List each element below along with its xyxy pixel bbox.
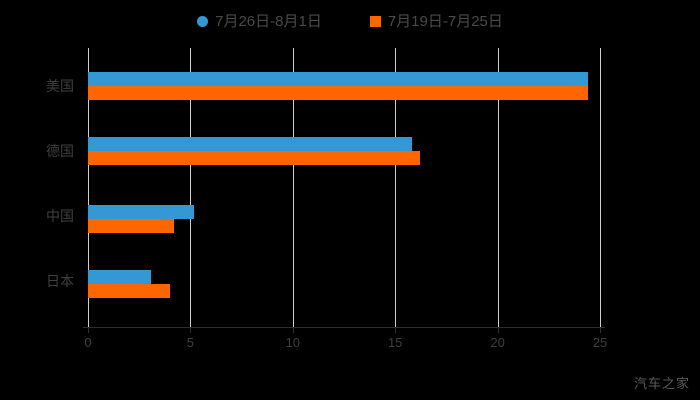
x-tick-label-5: 5: [186, 335, 195, 350]
legend-item-series-2[interactable]: 7月19日-7月25日: [369, 12, 503, 30]
legend-marker-square-icon: [369, 15, 381, 27]
x-tick-label-0: 0: [84, 335, 92, 350]
bar-group-美国: [88, 72, 600, 100]
category-label-3: 日本: [46, 273, 74, 289]
bar-德国-series-1[interactable]: [88, 137, 412, 151]
bar-中国-series-2[interactable]: [88, 219, 175, 233]
bar-日本-series-2[interactable]: [88, 284, 170, 298]
x-tick-mark-10: [292, 327, 294, 333]
watermark: 汽车之家: [633, 376, 690, 391]
gridline-25: [600, 48, 601, 327]
gridline-20: [497, 48, 499, 327]
bar-group-中国: [88, 205, 600, 233]
legend-label-series-1: 7月26日-8月1日: [215, 12, 322, 30]
x-tick-mark-15: [395, 327, 397, 333]
bar-日本-series-1[interactable]: [88, 270, 152, 284]
category-label-1: 德国: [46, 143, 74, 159]
x-tick-label-20: 20: [490, 335, 505, 350]
x-tick-label-25: 25: [592, 335, 608, 350]
legend-item-series-1[interactable]: 7月26日-8月1日: [197, 14, 322, 29]
legend-label-series-2: 7月19日-7月25日: [387, 12, 503, 30]
category-label-0: 美国: [46, 78, 74, 94]
x-tick-mark-25: [600, 327, 601, 333]
bar-中国-series-1[interactable]: [88, 205, 195, 219]
bar-group-德国: [88, 137, 600, 165]
x-tick-label-15: 15: [387, 335, 403, 350]
x-tick-mark-0: [88, 327, 89, 333]
x-tick-mark-20: [497, 327, 499, 333]
gridline-10: [292, 48, 294, 327]
category-axis: 美国 德国 中国 日本: [0, 48, 88, 327]
plot-area: [88, 48, 601, 327]
bar-美国-series-2[interactable]: [88, 86, 588, 100]
x-tick-mark-5: [190, 327, 192, 333]
x-axis-line: [83, 327, 605, 328]
bar-德国-series-2[interactable]: [88, 151, 420, 165]
category-label-2: 中国: [46, 208, 74, 224]
gridline-0: [88, 48, 89, 327]
bar-group-日本: [88, 270, 600, 298]
gridline-5: [190, 48, 192, 327]
legend-marker-circle-icon: [197, 15, 209, 27]
bar-美国-series-1[interactable]: [88, 72, 588, 86]
gridline-15: [395, 48, 397, 327]
x-tick-label-10: 10: [285, 335, 301, 350]
chart-legend: 7月26日-8月1日 7月19日-7月25日: [0, 8, 700, 34]
